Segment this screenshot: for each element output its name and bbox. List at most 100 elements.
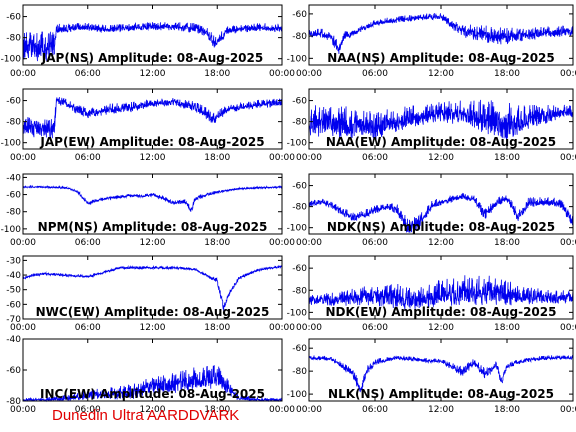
series-trace bbox=[308, 99, 574, 140]
y-tick-label: -40 bbox=[6, 335, 21, 345]
x-tick-label: 00:00 bbox=[560, 69, 576, 79]
x-tick-label: 06:00 bbox=[362, 153, 388, 163]
panel-title: JAP(NS) Amplitude: 08-Aug-2025 bbox=[41, 51, 263, 65]
series-trace bbox=[22, 365, 283, 403]
panel-jap-ns: 00:00 06:00 12:00 18:00 00:00 -100 -80 -60 JAP(N… bbox=[1, 4, 295, 79]
y-tick-label: -60 bbox=[6, 366, 21, 376]
y-tick-label: -60 bbox=[6, 191, 21, 201]
x-tick-label: 00:00 bbox=[560, 153, 576, 163]
x-tick-label: 18:00 bbox=[494, 69, 520, 79]
x-tick-label: 06:00 bbox=[75, 323, 101, 333]
y-tick-label: -60 bbox=[292, 344, 307, 354]
series-trace bbox=[22, 264, 283, 312]
y-tick-label: -60 bbox=[6, 300, 21, 310]
x-tick-label: 06:00 bbox=[362, 238, 388, 248]
y-tick-label: -80 bbox=[292, 367, 307, 377]
x-tick-label: 00:00 bbox=[269, 153, 295, 163]
x-tick-label: 00:00 bbox=[10, 405, 36, 415]
x-tick-label: 12:00 bbox=[140, 238, 166, 248]
x-tick-label: 00:00 bbox=[296, 153, 322, 163]
y-tick-label: -60 bbox=[292, 97, 307, 107]
panel-nlk-ns: 00:00 06:00 12:00 18:00 00:00 -100 -80 -60 NLK(N… bbox=[287, 338, 576, 415]
x-tick-label: 12:00 bbox=[140, 323, 166, 333]
y-tick-label: -80 bbox=[6, 118, 21, 128]
x-tick-label: 00:00 bbox=[269, 238, 295, 248]
panel-naa-ns: 00:00 06:00 12:00 18:00 00:00 -100 -80 -60 NAA(N… bbox=[287, 4, 576, 79]
y-tick-label: -40 bbox=[6, 173, 21, 183]
panel-title: NPM(NS) Amplitude: 08-Aug-2025 bbox=[38, 220, 268, 234]
y-tick-label: -60 bbox=[292, 182, 307, 192]
x-tick-label: 06:00 bbox=[362, 69, 388, 79]
panel-title: NWC(EW) Amplitude: 08-Aug-2025 bbox=[36, 305, 270, 319]
y-tick-label: -60 bbox=[292, 10, 307, 20]
y-tick-label: -100 bbox=[287, 139, 308, 149]
x-tick-label: 06:00 bbox=[75, 153, 101, 163]
panel-jap-ew: 00:00 06:00 12:00 18:00 00:00 -100 -80 -60 JAP(E… bbox=[1, 88, 295, 163]
panel-naa-ew: 00:00 06:00 12:00 18:00 00:00 -100 -80 -60 NAA(E… bbox=[287, 88, 576, 163]
panel-title: NAA(EW) Amplitude: 08-Aug-2025 bbox=[326, 135, 556, 149]
y-tick-label: -30 bbox=[6, 256, 21, 266]
y-tick-label: -80 bbox=[6, 397, 21, 407]
y-tick-label: -80 bbox=[292, 32, 307, 42]
x-tick-label: 00:00 bbox=[269, 69, 295, 79]
x-tick-label: 18:00 bbox=[204, 323, 230, 333]
x-tick-label: 00:00 bbox=[10, 323, 36, 333]
x-tick-label: 12:00 bbox=[140, 153, 166, 163]
x-tick-label: 12:00 bbox=[428, 405, 454, 415]
y-tick-label: -70 bbox=[6, 315, 21, 325]
x-tick-label: 18:00 bbox=[204, 405, 230, 415]
panel-title: NDK(NS) Amplitude: 08-Aug-2025 bbox=[327, 220, 555, 234]
x-tick-label: 18:00 bbox=[494, 323, 520, 333]
x-tick-label: 18:00 bbox=[494, 405, 520, 415]
panel-npm-ns: 00:00 06:00 12:00 18:00 00:00 -100 -80 -60 -40 NP… bbox=[1, 173, 296, 248]
x-tick-label: 18:00 bbox=[204, 69, 230, 79]
series-trace bbox=[308, 355, 574, 393]
x-tick-label: 12:00 bbox=[428, 153, 454, 163]
x-tick-label: 00:00 bbox=[10, 153, 36, 163]
panel-inc-ew: 00:00 06:00 12:00 18:00 00:00-80-60-40INC(EW… bbox=[6, 335, 295, 415]
y-tick-label: -40 bbox=[6, 271, 21, 281]
series-trace bbox=[22, 22, 283, 62]
panel-nwc-ew: 00:00 06:00 12:00 18:00 00:00-70-60-50-40-30… bbox=[6, 255, 295, 333]
x-tick-label: 00:00 bbox=[296, 69, 322, 79]
x-tick-label: 06:00 bbox=[362, 405, 388, 415]
series-trace bbox=[22, 97, 283, 139]
x-tick-label: 18:00 bbox=[204, 153, 230, 163]
x-tick-label: 00:00 bbox=[560, 238, 576, 248]
y-tick-label: -80 bbox=[6, 34, 21, 44]
x-tick-label: 06:00 bbox=[75, 238, 101, 248]
y-tick-label: -80 bbox=[292, 286, 307, 296]
series-trace bbox=[308, 192, 574, 233]
panel-title: NDK(EW) Amplitude: 08-Aug-2025 bbox=[326, 305, 557, 319]
x-tick-label: 00:00 bbox=[560, 323, 576, 333]
y-tick-label: -100 bbox=[1, 55, 22, 65]
series-trace bbox=[22, 184, 283, 212]
x-tick-label: 00:00 bbox=[269, 405, 295, 415]
x-tick-label: 00:00 bbox=[296, 405, 322, 415]
panel-title: INC(EW) Amplitude: 08-Aug-2025 bbox=[40, 387, 265, 401]
x-tick-label: 12:00 bbox=[428, 238, 454, 248]
x-tick-label: 18:00 bbox=[494, 238, 520, 248]
x-tick-label: 00:00 bbox=[10, 238, 36, 248]
panel-title: JAP(EW) Amplitude: 08-Aug-2025 bbox=[39, 135, 264, 149]
x-tick-label: 00:00 bbox=[296, 323, 322, 333]
x-tick-label: 12:00 bbox=[428, 69, 454, 79]
x-tick-label: 06:00 bbox=[362, 323, 388, 333]
y-tick-label: -60 bbox=[6, 97, 21, 107]
series-trace bbox=[308, 275, 574, 311]
y-tick-label: -100 bbox=[287, 54, 308, 64]
x-tick-label: 00:00 bbox=[560, 405, 576, 415]
x-tick-label: 00:00 bbox=[296, 238, 322, 248]
panel-ndk-ns: 00:00 06:00 12:00 18:00 00:00 -100 -80 -60 NDK(N… bbox=[287, 173, 576, 248]
y-tick-label: -100 bbox=[287, 390, 308, 400]
y-tick-label: -100 bbox=[1, 225, 22, 235]
y-tick-label: -80 bbox=[292, 203, 307, 213]
y-tick-label: -60 bbox=[6, 13, 21, 23]
panel-ndk-ew: 00:00 06:00 12:00 18:00 00:00 -100 -80 -60 NDK(E… bbox=[287, 255, 576, 333]
x-tick-label: 00:00 bbox=[10, 69, 36, 79]
x-tick-label: 18:00 bbox=[494, 153, 520, 163]
y-tick-label: -100 bbox=[1, 139, 22, 149]
x-tick-label: 12:00 bbox=[428, 323, 454, 333]
x-tick-label: 06:00 bbox=[75, 405, 101, 415]
